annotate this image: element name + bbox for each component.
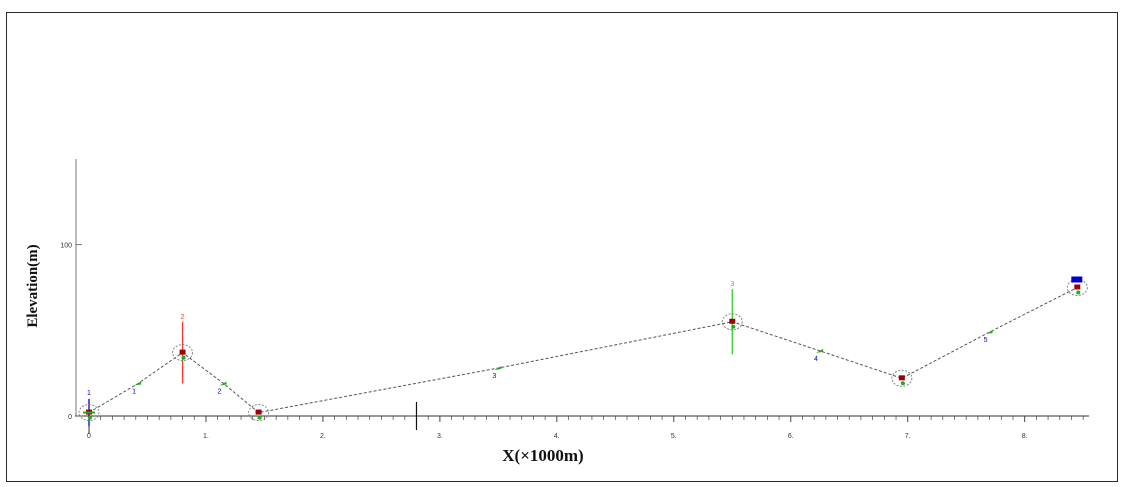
site-marker [729, 318, 736, 324]
point-label: 3 [730, 281, 734, 288]
point-label: 3 [492, 373, 496, 380]
x-tick-label: 7. [905, 433, 911, 440]
x-tick-label: 5. [671, 433, 677, 440]
ticks: 0 1. 2. 3. 4. 5. 6. 7. 8. 0 100 [60, 243, 1084, 440]
site-ring [721, 313, 743, 331]
x-tick-label: 0 [87, 433, 91, 440]
chart-frame: 0 1. 2. 3. 4. 5. 6. 7. 8. 0 100 1 2 2 3 3 4 5 1 X(×1000m)… [6, 12, 1118, 482]
point-marker [134, 381, 142, 386]
site-dot [88, 415, 92, 420]
site-marker [898, 375, 905, 381]
x-tick-label: 1. [203, 433, 209, 440]
point-label: 2 [181, 314, 185, 321]
site-marker [1074, 284, 1081, 290]
x-tick-label: 4. [554, 433, 560, 440]
point-marker [815, 348, 823, 353]
site-dot [257, 415, 262, 420]
site-dot [731, 324, 736, 329]
site-ring [248, 404, 270, 422]
end-flag [1071, 276, 1083, 283]
site-marker [255, 409, 262, 415]
y-axis-title: Elevation(m) [25, 244, 41, 327]
x-tick-label: 6. [788, 433, 794, 440]
site-ring [172, 344, 194, 362]
elevation-profile-chart: 0 1. 2. 3. 4. 5. 6. 7. 8. 0 100 1 2 2 3 3 4 5 1 X(×1000m)… [25, 159, 1089, 465]
point-label: 4 [814, 356, 818, 363]
y-tick-label: 100 [60, 243, 72, 250]
point-label: 1 [132, 388, 136, 395]
profile-line [88, 287, 1078, 414]
site-ring [78, 404, 100, 422]
point-marker [985, 330, 993, 335]
site-markers: 1 2 2 3 3 4 5 1 [78, 276, 1088, 427]
axes [75, 159, 1089, 434]
site-ring [891, 369, 913, 387]
site-dot [1076, 290, 1081, 295]
site-dot [181, 355, 186, 360]
x-tick-label: 3. [437, 433, 443, 440]
point-label: 5 [984, 337, 988, 344]
point-marker [494, 366, 502, 371]
site-marker [179, 349, 186, 355]
point-label: 2 [218, 388, 222, 395]
point-marker [219, 381, 227, 386]
x-axis-title: X(×1000m) [502, 446, 583, 465]
origin-label: 1 [87, 390, 91, 397]
profile-series [88, 287, 1078, 414]
x-tick-label: 8. [1022, 433, 1028, 440]
y-tick-label: 0 [68, 414, 72, 421]
site-dot [900, 381, 905, 386]
x-tick-label: 2. [320, 433, 326, 440]
